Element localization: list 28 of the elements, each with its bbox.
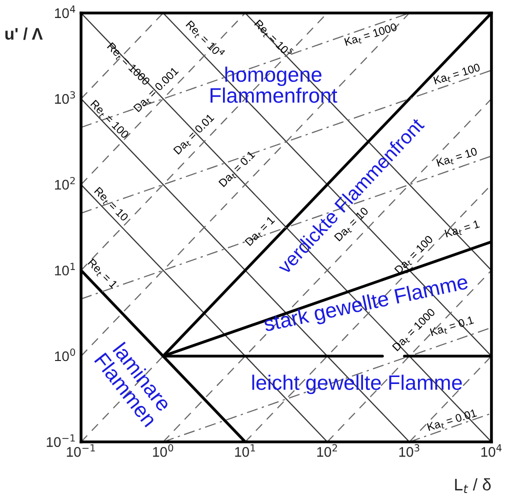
annotation: Re$_{t}$ = 10$^{4}$ — [184, 18, 226, 60]
annotation: Re$_{t}$ = 1000 — [106, 42, 150, 87]
y-axis-title: u' / Λ — [5, 28, 43, 40]
x-tick-label: 10$^{0}$ — [153, 444, 174, 457]
y-tick-label: 10$^{1}$ — [55, 262, 75, 276]
x-tick-label: 10$^{2}$ — [317, 444, 337, 457]
annotation: Ka$_{t}$ = 1 — [444, 220, 480, 240]
y-tick-label: 10$^{−1}$ — [46, 434, 75, 447]
x-tick-label: 10$^{4}$ — [481, 444, 502, 457]
annotation: Re$_{t}$ = 10 — [92, 186, 129, 223]
y-tick-label: 10$^{4}$ — [55, 6, 76, 18]
annotation: Da$_{t}$ = 0.1 — [218, 150, 257, 188]
annotation: Re$_{t}$ = 10$^{5}$ — [252, 18, 294, 59]
annotation: Re$_{t}$ = 100 — [89, 100, 130, 140]
x-axis-title: L$_{t}$ / δ — [455, 478, 491, 494]
annotation: Re$_{t}$ = 1 — [86, 258, 118, 290]
y-tick-label: 10$^{3}$ — [55, 91, 75, 104]
x-tick-label: 10$^{−1}$ — [66, 444, 95, 457]
annotation: Ka$_{t}$ = 100 — [433, 63, 481, 86]
x-tick-label: 10$^{3}$ — [399, 444, 420, 457]
y-tick-label: 10$^{0}$ — [55, 348, 76, 362]
annotation: Ka$_{t}$ = 1000 — [344, 22, 398, 48]
annotation: Ka$_{t}$ = 0.01 — [426, 408, 478, 433]
annotation: Da$_{t}$ = 0.01 — [173, 113, 216, 156]
annotation: Da$_{t}$ = 1 — [244, 216, 276, 248]
y-tick-label: 10$^{2}$ — [55, 176, 75, 190]
annotation: Ka$_{t}$ = 10 — [436, 147, 478, 168]
x-tick-label: 10$^{1}$ — [235, 444, 255, 457]
